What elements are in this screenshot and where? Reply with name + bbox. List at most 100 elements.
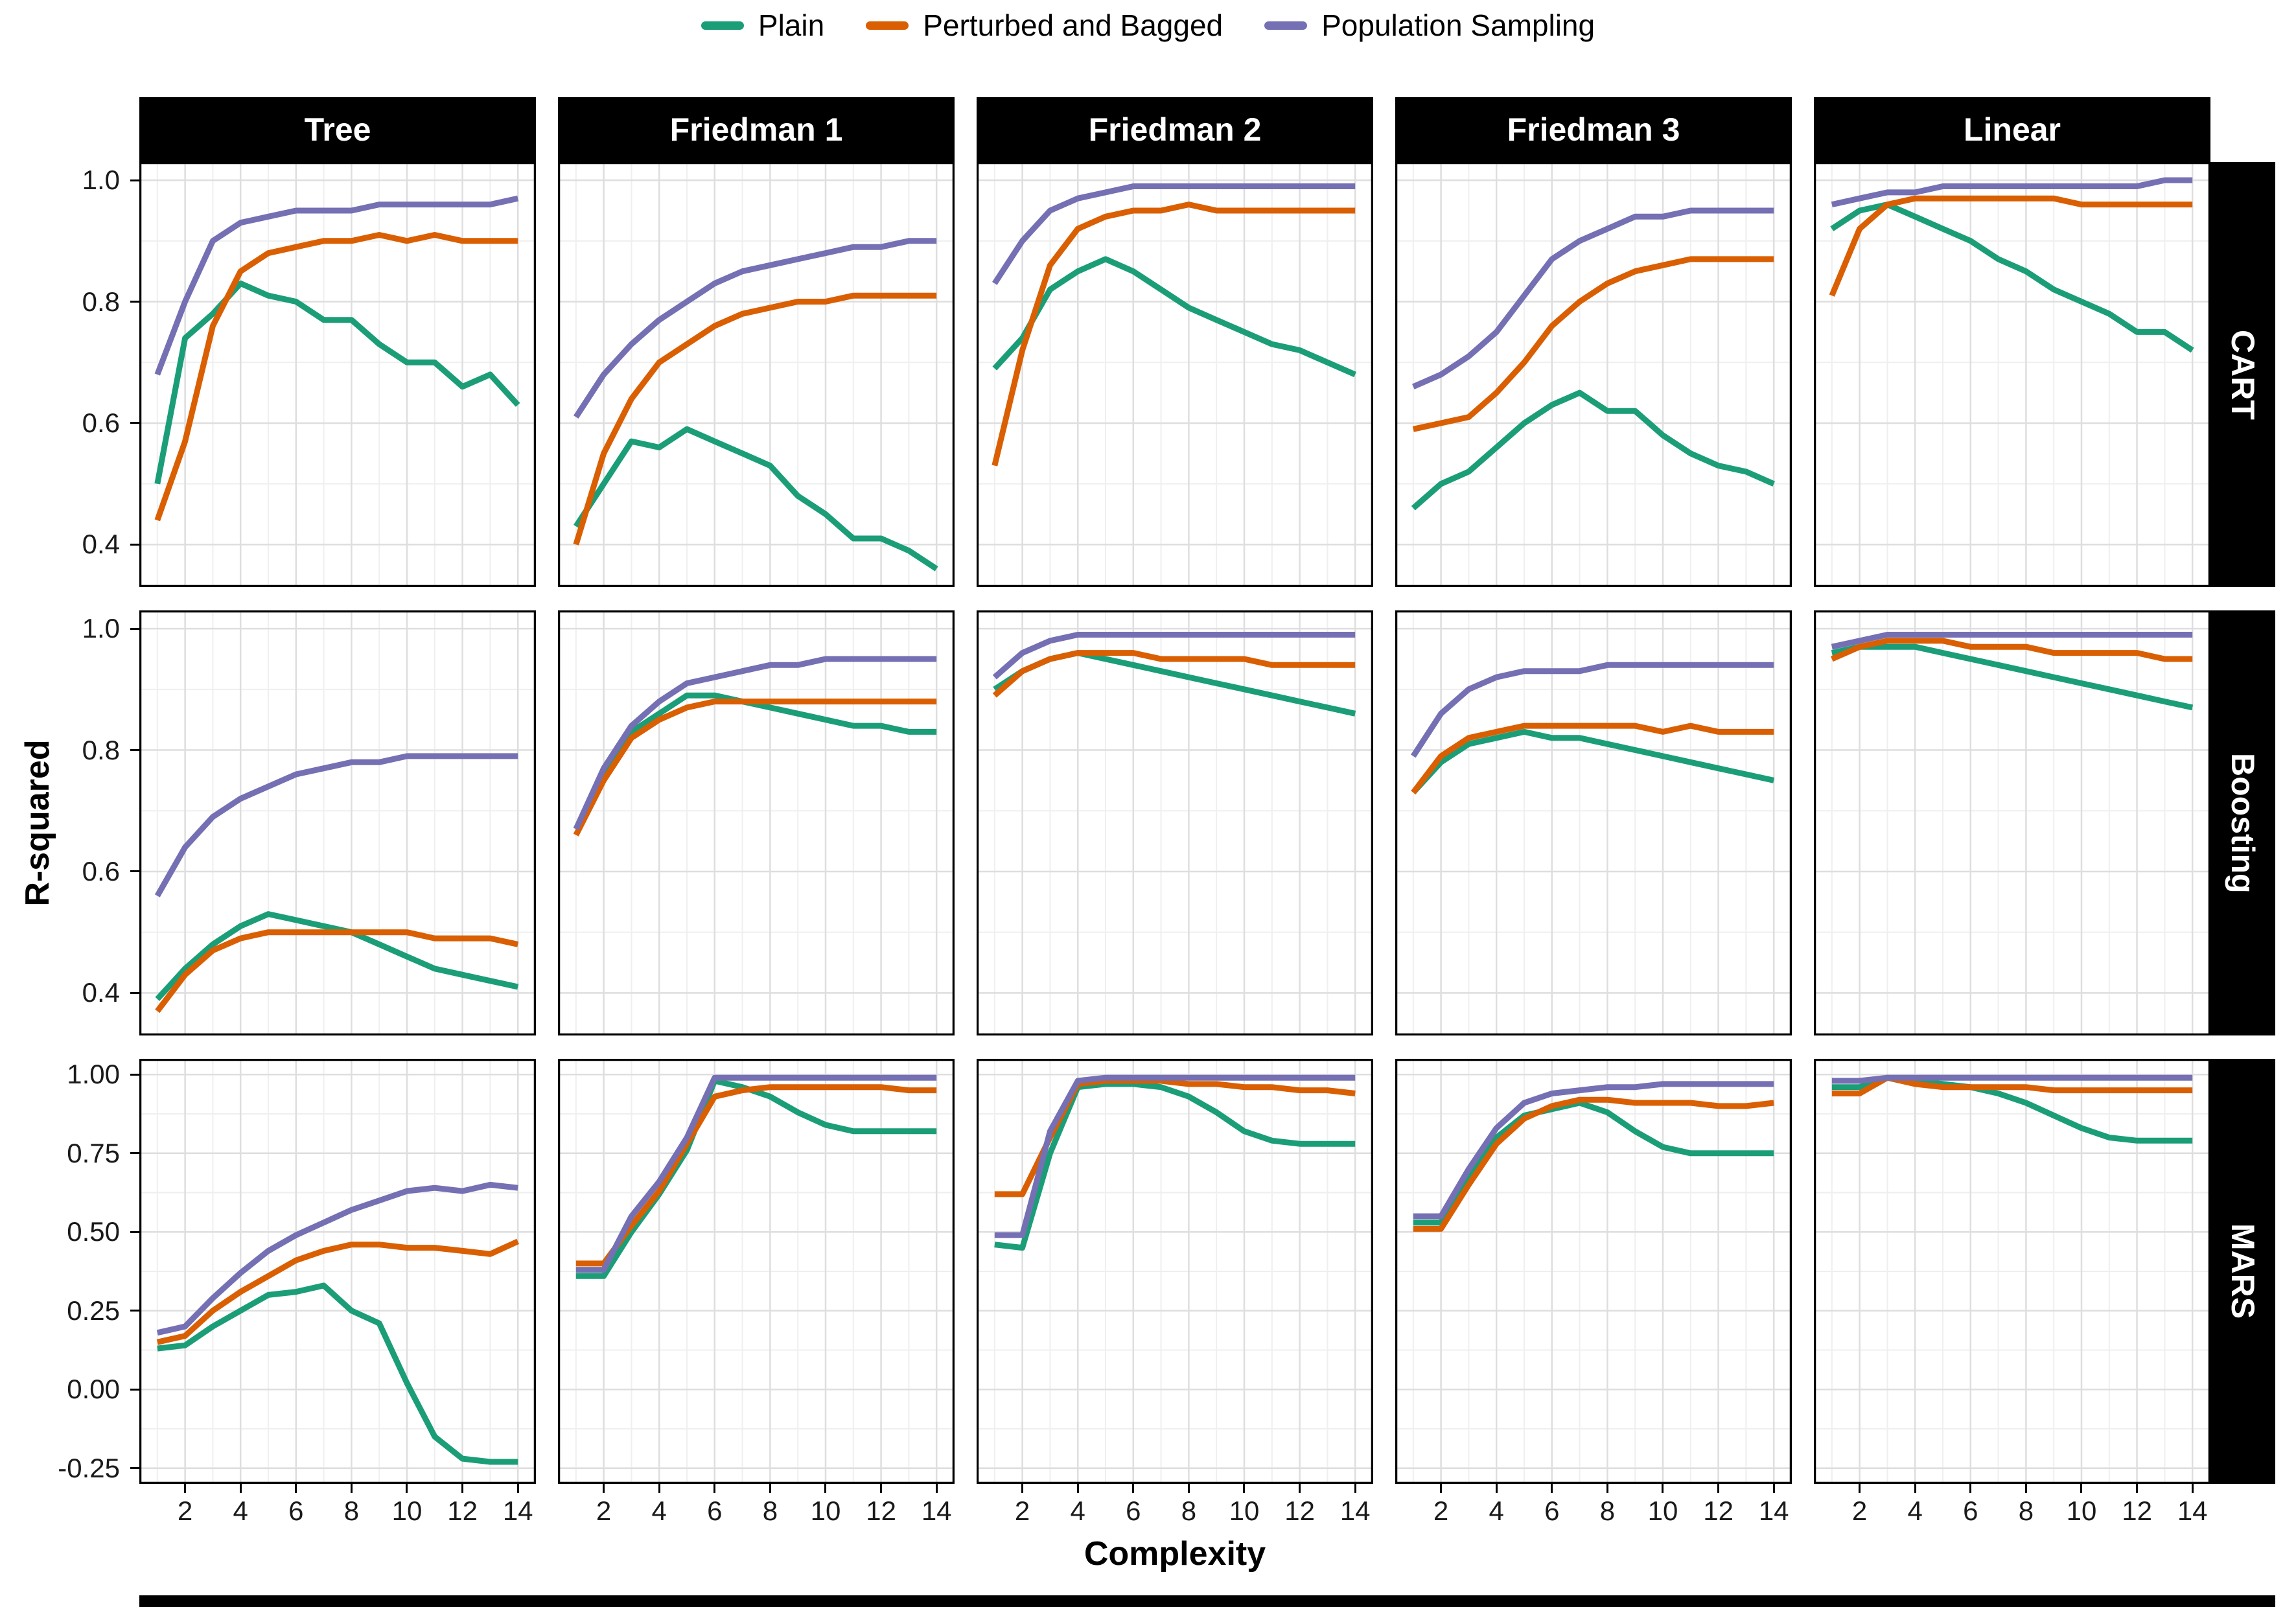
legend-item-perturbed-and-bagged: Perturbed and Bagged <box>866 8 1223 43</box>
series-line-plain <box>1831 643 2194 711</box>
series-line-population-sampling <box>574 238 937 419</box>
panel-cart-linear <box>1814 162 2210 587</box>
series-line-plain <box>1830 202 2194 353</box>
y-tick-label: 0.25 <box>67 1295 120 1326</box>
x-tick-mark <box>1772 1484 1775 1493</box>
series-line-population-sampling <box>156 1181 518 1336</box>
y-tick-label: 0.6 <box>82 407 120 438</box>
legend-line-swatch <box>1264 21 1308 30</box>
x-tick-mark <box>769 1484 771 1493</box>
y-tick-mark <box>130 1073 139 1076</box>
x-tick-label: 8 <box>1599 1496 1616 1526</box>
series-line-population-sampling <box>1413 1081 1774 1220</box>
x-tick-label: 12 <box>1703 1496 1734 1526</box>
y-tick-label: 0.4 <box>82 529 120 560</box>
panel-border <box>139 610 536 1035</box>
y-tick-label: 0.8 <box>82 286 120 317</box>
y-tick-mark <box>130 991 139 994</box>
x-tick-label: 10 <box>1647 1496 1678 1526</box>
y-tick-mark <box>130 1231 139 1233</box>
y-tick-label: 0.50 <box>67 1216 120 1247</box>
x-tick-mark <box>2191 1484 2194 1493</box>
series-line-population-sampling <box>154 195 519 376</box>
panel-border <box>1814 610 2210 1035</box>
x-tick-label: 14 <box>2177 1496 2208 1526</box>
facet-strip-col-friedman-2: Friedman 2 <box>977 97 1373 162</box>
series-line-population-sampling <box>573 656 937 831</box>
y-tick-mark <box>130 627 139 630</box>
series-line-perturbed-and-bagged <box>1412 256 1774 432</box>
x-tick-label: 8 <box>343 1496 360 1526</box>
x-tick-label: 14 <box>921 1496 952 1526</box>
x-tick-mark <box>1021 1484 1024 1493</box>
x-tick-mark <box>1859 1484 1861 1493</box>
x-tick-label: 8 <box>2018 1496 2034 1526</box>
x-tick-mark <box>1243 1484 1246 1493</box>
facet-strip-col-linear: Linear <box>1814 97 2210 162</box>
series-line-plain <box>573 692 937 831</box>
x-tick-mark <box>184 1484 187 1493</box>
series-line-perturbed-and-bagged <box>1413 1096 1774 1232</box>
panel-boosting-linear <box>1814 610 2210 1035</box>
cropped-next-figure-strip <box>139 1595 2275 1607</box>
panel-boosting-friedman-2 <box>977 610 1373 1035</box>
series-line-population-sampling <box>1831 632 2193 650</box>
x-tick-label: 14 <box>502 1496 533 1526</box>
x-tick-mark <box>880 1484 883 1493</box>
x-tick-label: 6 <box>1544 1496 1560 1526</box>
series-line-population-sampling <box>992 183 1356 285</box>
x-tick-label: 12 <box>2122 1496 2152 1526</box>
legend-line-swatch <box>701 21 744 30</box>
legend-line-swatch <box>866 21 909 30</box>
series-line-perturbed-and-bagged <box>992 650 1356 698</box>
panel-border <box>1395 162 1792 587</box>
series-line-perturbed-and-bagged <box>1829 195 2193 297</box>
series-line-population-sampling <box>154 753 518 897</box>
x-tick-label: 2 <box>1851 1496 1868 1526</box>
chart-legend: Plain Perturbed and Bagged Population Samp… <box>0 8 2296 43</box>
x-tick-label: 14 <box>1758 1496 1789 1526</box>
series-line-plain <box>1411 389 1776 511</box>
panel-border <box>1814 1059 2210 1484</box>
x-tick-label: 10 <box>1229 1496 1260 1526</box>
x-tick-mark <box>603 1484 605 1493</box>
legend-label: Plain <box>758 8 825 42</box>
y-tick-label: 1.00 <box>67 1059 120 1090</box>
panel-mars-friedman-1 <box>558 1059 955 1484</box>
panel-border <box>139 162 536 587</box>
y-tick-mark <box>130 870 139 873</box>
x-tick-mark <box>935 1484 938 1493</box>
panel-cart-friedman-2 <box>977 162 1373 587</box>
panel-cart-friedman-3 <box>1395 162 1792 587</box>
series-line-plain <box>575 1078 937 1279</box>
x-tick-mark <box>1495 1484 1498 1493</box>
panel-border <box>1395 610 1792 1035</box>
y-tick-label: 0.4 <box>82 977 120 1008</box>
x-tick-label: 12 <box>447 1496 478 1526</box>
series-line-population-sampling <box>575 1074 937 1273</box>
panel-cart-tree <box>139 162 536 587</box>
x-tick-mark <box>239 1484 242 1493</box>
panel-border <box>977 610 1373 1035</box>
x-tick-label: 6 <box>1126 1496 1141 1526</box>
x-tick-mark <box>1606 1484 1608 1493</box>
x-tick-label: 12 <box>866 1496 896 1526</box>
x-tick-mark <box>1914 1484 1916 1493</box>
x-tick-label: 10 <box>2066 1496 2097 1526</box>
y-tick-label: 0.8 <box>82 734 120 765</box>
x-tick-label: 2 <box>1014 1496 1030 1526</box>
y-tick-label: -0.25 <box>58 1452 120 1483</box>
x-tick-mark <box>2024 1484 2027 1493</box>
series-line-perturbed-and-bagged <box>1830 638 2193 662</box>
x-tick-label: 2 <box>596 1496 612 1526</box>
y-tick-mark <box>130 1388 139 1391</box>
series-line-perturbed-and-bagged <box>573 292 937 546</box>
series-line-perturbed-and-bagged <box>1411 723 1774 794</box>
series-line-plain <box>994 1081 1356 1251</box>
series-line-population-sampling <box>1411 207 1774 389</box>
panel-mars-friedman-3 <box>1395 1059 1792 1484</box>
x-tick-mark <box>2080 1484 2083 1493</box>
x-tick-label: 4 <box>233 1496 248 1526</box>
x-tick-mark <box>1551 1484 1553 1493</box>
panel-boosting-tree <box>139 610 536 1035</box>
